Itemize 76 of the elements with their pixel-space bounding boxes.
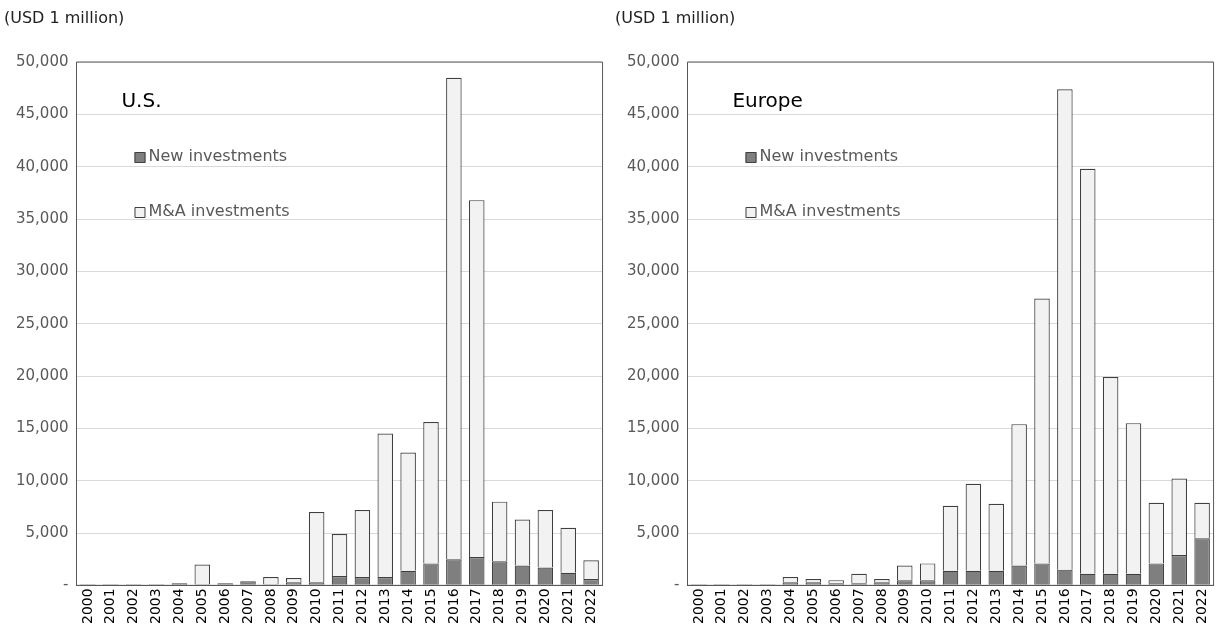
x-tick-label: 2017 (467, 588, 484, 625)
x-tick-label: 2007 (238, 588, 255, 625)
y-tick-label: 30,000 (15, 261, 69, 280)
y-axis-title: (USD 1 million) (4, 8, 125, 27)
y-tick-label: 25,000 (626, 313, 680, 332)
y-tick-label: 35,000 (15, 208, 69, 227)
legend-label: New investments (759, 146, 899, 166)
x-tick-label: 2020 (1147, 588, 1164, 625)
x-tick-label: 2011 (330, 588, 347, 625)
x-tick-label: 2001 (101, 588, 118, 625)
x-tick-label: 2010 (918, 588, 935, 625)
y-axis-title: (USD 1 million) (615, 8, 736, 27)
y-tick-label: - (674, 575, 680, 594)
x-tick-label: 2004 (781, 588, 798, 625)
text: U.S. (121, 88, 162, 113)
x-tick-label: 2021 (1169, 588, 1186, 625)
x-tick-label: 2008 (261, 588, 278, 625)
y-tick-label: 15,000 (626, 418, 680, 437)
x-tick-label: 2016 (444, 588, 461, 625)
y-tick-label: 45,000 (15, 104, 69, 123)
x-tick-label: 2005 (192, 588, 209, 625)
x-tick-label: 2015 (421, 588, 438, 625)
y-tick-label: 40,000 (15, 156, 69, 175)
x-tick-label: 2012 (353, 588, 370, 625)
y-tick-label: 50,000 (15, 51, 69, 70)
x-tick-label: 2000 (78, 588, 95, 625)
x-tick-label: 2004 (170, 588, 187, 625)
x-tick-label: 2021 (558, 588, 575, 625)
x-tick-label: 2018 (1101, 588, 1118, 625)
legend-label: M&A investments (148, 201, 290, 221)
y-tick-label: 45,000 (626, 104, 680, 123)
x-tick-label: 2010 (307, 588, 324, 625)
x-tick-label: 2016 (1055, 588, 1072, 625)
x-tick-label: 2007 (849, 588, 866, 625)
y-tick-label: 5,000 (25, 522, 69, 541)
x-tick-label: 2019 (1124, 588, 1141, 625)
x-tick-label: 2022 (581, 588, 598, 625)
y-tick-label: 50,000 (626, 51, 680, 70)
y-tick-label: 30,000 (626, 261, 680, 280)
y-tick-label: 20,000 (15, 365, 69, 384)
y-tick-label: 15,000 (15, 418, 69, 437)
legend-label: New investments (148, 146, 288, 166)
x-tick-label: 2009 (284, 588, 301, 625)
y-tick-label: 25,000 (15, 313, 69, 332)
x-tick-label: 2001 (712, 588, 729, 625)
x-tick-label: 2022 (1192, 588, 1209, 625)
x-tick-label: 2015 (1032, 588, 1049, 625)
x-tick-label: 2006 (215, 588, 232, 625)
y-tick-label: 5,000 (636, 522, 680, 541)
x-tick-label: 2009 (895, 588, 912, 625)
y-tick-label: 10,000 (626, 470, 680, 489)
x-tick-label: 2014 (1009, 588, 1026, 625)
x-tick-label: 2017 (1078, 588, 1095, 625)
y-tick-label: 35,000 (626, 208, 680, 227)
x-tick-label: 2006 (826, 588, 843, 625)
x-tick-label: 2012 (964, 588, 981, 625)
x-tick-label: 2013 (986, 588, 1003, 625)
x-tick-label: 2003 (758, 588, 775, 625)
y-tick-label: 20,000 (626, 365, 680, 384)
y-tick-label: - (63, 575, 69, 594)
y-tick-label: 40,000 (626, 156, 680, 175)
x-tick-label: 2000 (689, 588, 706, 625)
x-tick-label: 2019 (513, 588, 530, 625)
x-tick-label: 2005 (803, 588, 820, 625)
x-tick-label: 2008 (872, 588, 889, 625)
x-tick-label: 2020 (536, 588, 553, 625)
x-tick-label: 2002 (124, 588, 141, 625)
text: Europe (732, 88, 803, 113)
x-tick-label: 2002 (735, 588, 752, 625)
x-tick-label: 2003 (147, 588, 164, 625)
legend-label: M&A investments (759, 201, 901, 221)
x-tick-label: 2011 (941, 588, 958, 625)
x-tick-label: 2014 (398, 588, 415, 625)
x-tick-label: 2018 (490, 588, 507, 625)
y-tick-label: 10,000 (15, 470, 69, 489)
x-tick-label: 2013 (375, 588, 392, 625)
